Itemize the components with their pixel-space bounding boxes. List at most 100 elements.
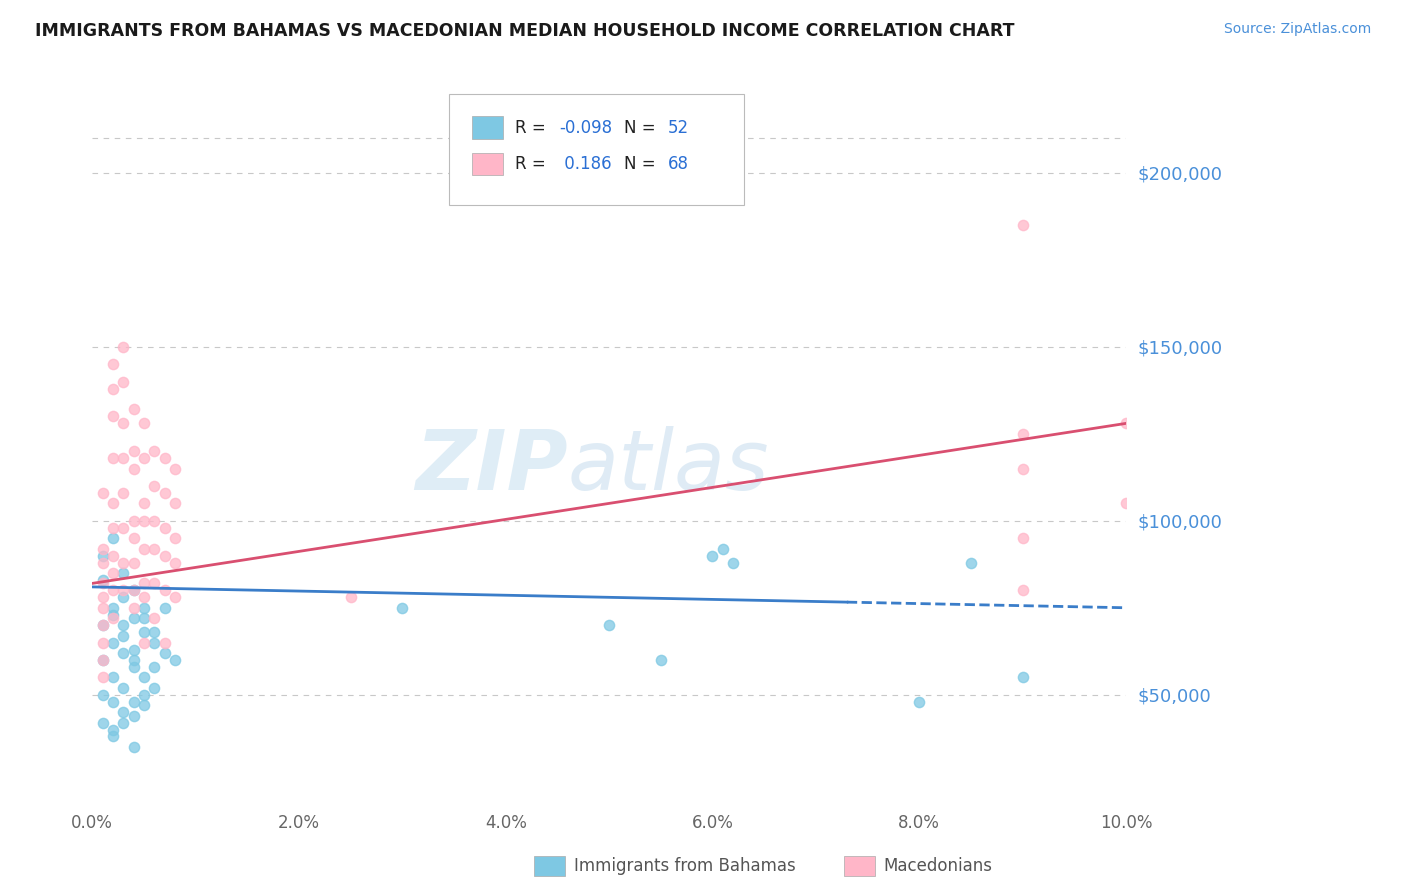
Point <box>112 646 135 660</box>
Point <box>721 556 744 570</box>
FancyBboxPatch shape <box>471 153 502 176</box>
Point <box>112 417 135 431</box>
Point <box>702 549 724 563</box>
Point <box>122 402 145 417</box>
Point <box>143 444 166 458</box>
Point <box>122 739 145 754</box>
Point <box>143 625 166 640</box>
Point <box>132 417 155 431</box>
Point <box>1115 417 1137 431</box>
Text: ZIP: ZIP <box>415 426 568 508</box>
Point <box>101 382 124 396</box>
Point <box>122 708 145 723</box>
Point <box>132 541 155 556</box>
Point <box>101 611 124 625</box>
Text: R =: R = <box>515 119 551 136</box>
Point <box>101 730 124 744</box>
Point <box>112 375 135 389</box>
Text: N =: N = <box>624 155 661 173</box>
Point <box>91 591 114 605</box>
Point <box>153 451 176 466</box>
Point <box>153 635 176 649</box>
Point <box>101 451 124 466</box>
Point <box>122 583 145 598</box>
Point <box>153 646 176 660</box>
Point <box>122 556 145 570</box>
Point <box>143 611 166 625</box>
FancyBboxPatch shape <box>449 95 744 205</box>
Point <box>1011 461 1033 475</box>
Point <box>101 600 124 615</box>
Point <box>132 611 155 625</box>
Point <box>143 635 166 649</box>
Point <box>122 695 145 709</box>
Point <box>163 556 186 570</box>
Point <box>91 576 114 591</box>
Point <box>132 688 155 702</box>
Point <box>132 670 155 684</box>
Point <box>101 496 124 510</box>
Point <box>163 461 186 475</box>
Point <box>122 660 145 674</box>
Point <box>1011 531 1033 545</box>
Text: 68: 68 <box>668 155 689 173</box>
Point <box>163 591 186 605</box>
Point <box>91 670 114 684</box>
Text: -0.098: -0.098 <box>560 119 613 136</box>
Point <box>650 653 672 667</box>
Point <box>143 576 166 591</box>
Point <box>101 723 124 737</box>
Point <box>91 486 114 500</box>
Point <box>122 461 145 475</box>
Point <box>132 514 155 528</box>
Point <box>101 670 124 684</box>
Point <box>112 618 135 632</box>
Point <box>91 600 114 615</box>
Point <box>91 549 114 563</box>
Point <box>132 635 155 649</box>
Point <box>101 549 124 563</box>
Point <box>101 607 124 622</box>
Point <box>112 629 135 643</box>
Point <box>91 573 114 587</box>
Point <box>1011 426 1033 441</box>
Point <box>1011 670 1033 684</box>
Point <box>153 583 176 598</box>
Point <box>91 556 114 570</box>
Point <box>101 409 124 424</box>
Point <box>132 591 155 605</box>
Point <box>91 688 114 702</box>
Point <box>112 521 135 535</box>
Point <box>122 653 145 667</box>
Point <box>1115 496 1137 510</box>
Point <box>132 496 155 510</box>
Point <box>122 600 145 615</box>
Point <box>122 611 145 625</box>
Point <box>960 556 983 570</box>
Point <box>1011 218 1033 232</box>
Point <box>112 566 135 580</box>
Point <box>112 583 135 598</box>
Point <box>112 715 135 730</box>
Point <box>132 576 155 591</box>
Point <box>163 653 186 667</box>
Point <box>132 625 155 640</box>
Point <box>339 591 361 605</box>
Point <box>112 681 135 695</box>
Point <box>91 653 114 667</box>
Point <box>908 695 931 709</box>
Point <box>112 705 135 719</box>
Text: IMMIGRANTS FROM BAHAMAS VS MACEDONIAN MEDIAN HOUSEHOLD INCOME CORRELATION CHART: IMMIGRANTS FROM BAHAMAS VS MACEDONIAN ME… <box>35 22 1015 40</box>
Point <box>101 635 124 649</box>
Point <box>143 541 166 556</box>
Point <box>101 583 124 598</box>
Point <box>112 556 135 570</box>
Point <box>101 566 124 580</box>
Point <box>112 486 135 500</box>
Point <box>132 698 155 713</box>
Text: 52: 52 <box>668 119 689 136</box>
Text: N =: N = <box>624 119 661 136</box>
Text: Macedonians: Macedonians <box>883 857 993 875</box>
Point <box>598 618 620 632</box>
Point <box>101 357 124 371</box>
